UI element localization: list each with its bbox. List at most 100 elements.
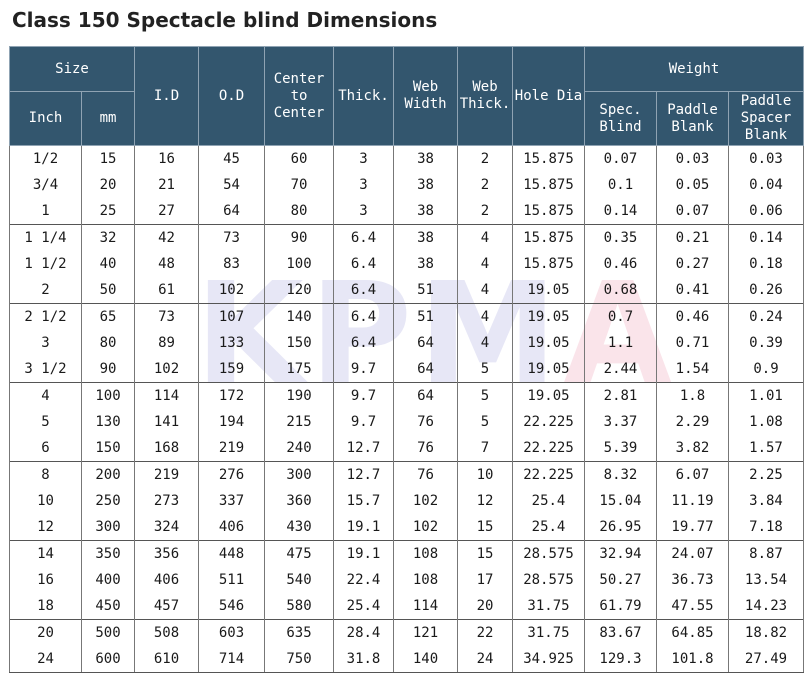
cell-web-width: 38: [393, 224, 458, 251]
table-row: 3 1/2 90 102 159 175 9.7 64 5 19.05 2.44 1.54 0.9: [9, 356, 804, 383]
cell-mm: 25: [81, 198, 135, 225]
cell-paddle-blank-weight: 1.8: [656, 382, 729, 409]
cell-od: 45: [198, 145, 265, 172]
cell-mm: 50: [81, 277, 135, 304]
cell-id: 21: [134, 172, 199, 198]
cell-web-width: 51: [393, 303, 458, 330]
cell-center-to-center: 430: [264, 514, 334, 541]
cell-mm: 500: [81, 619, 135, 646]
cell-web-width: 102: [393, 514, 458, 541]
cell-paddle-spacer-blank-weight: 0.18: [728, 251, 804, 277]
cell-mm: 300: [81, 514, 135, 541]
cell-mm: 450: [81, 593, 135, 620]
cell-center-to-center: 90: [264, 224, 334, 251]
cell-web-width: 64: [393, 356, 458, 383]
cell-center-to-center: 750: [264, 646, 334, 673]
cell-paddle-spacer-blank-weight: 27.49: [728, 646, 804, 673]
cell-id: 141: [134, 409, 199, 435]
cell-hole-dia: 31.75: [512, 619, 585, 646]
header-web-width: Web Width: [393, 46, 458, 146]
cell-spec-blind-weight: 8.32: [584, 461, 657, 488]
cell-thick: 28.4: [333, 619, 394, 646]
cell-paddle-blank-weight: 11.19: [656, 488, 729, 514]
cell-web-thick: 17: [457, 567, 513, 593]
cell-web-width: 64: [393, 382, 458, 409]
cell-paddle-spacer-blank-weight: 0.06: [728, 198, 804, 225]
cell-paddle-blank-weight: 0.27: [656, 251, 729, 277]
cell-od: 133: [198, 330, 265, 356]
cell-mm: 90: [81, 356, 135, 383]
cell-id: 406: [134, 567, 199, 593]
cell-id: 324: [134, 514, 199, 541]
cell-id: 89: [134, 330, 199, 356]
cell-web-thick: 5: [457, 409, 513, 435]
cell-mm: 600: [81, 646, 135, 673]
header-size: Size: [9, 46, 135, 92]
table-row: 12 300 324 406 430 19.1 102 15 25.4 26.95 19.77 7.1…: [9, 514, 804, 541]
cell-spec-blind-weight: 5.39: [584, 435, 657, 462]
cell-mm: 200: [81, 461, 135, 488]
cell-web-thick: 4: [457, 277, 513, 304]
cell-od: 83: [198, 251, 265, 277]
cell-thick: 6.4: [333, 224, 394, 251]
cell-od: 448: [198, 540, 265, 567]
header-paddle-spacer-blank: Paddle Spacer Blank: [728, 91, 804, 146]
cell-hole-dia: 28.575: [512, 567, 585, 593]
cell-center-to-center: 190: [264, 382, 334, 409]
cell-web-thick: 20: [457, 593, 513, 620]
cell-inch: 2 1/2: [9, 303, 82, 330]
cell-paddle-blank-weight: 0.46: [656, 303, 729, 330]
cell-id: 457: [134, 593, 199, 620]
cell-thick: 6.4: [333, 330, 394, 356]
cell-hole-dia: 25.4: [512, 514, 585, 541]
cell-paddle-spacer-blank-weight: 2.25: [728, 461, 804, 488]
cell-spec-blind-weight: 26.95: [584, 514, 657, 541]
cell-od: 73: [198, 224, 265, 251]
cell-paddle-spacer-blank-weight: 0.39: [728, 330, 804, 356]
cell-inch: 1 1/2: [9, 251, 82, 277]
cell-web-thick: 22: [457, 619, 513, 646]
cell-web-width: 38: [393, 251, 458, 277]
table-row: 5 130 141 194 215 9.7 76 5 22.225 3.37 2.29 1.08: [9, 409, 804, 435]
cell-inch: 3: [9, 330, 82, 356]
cell-inch: 5: [9, 409, 82, 435]
cell-web-width: 38: [393, 145, 458, 172]
table-row: 6 150 168 219 240 12.7 76 7 22.225 5.39 3.82 1.57: [9, 435, 804, 462]
cell-inch: 3/4: [9, 172, 82, 198]
cell-thick: 3: [333, 172, 394, 198]
cell-web-thick: 7: [457, 435, 513, 462]
cell-center-to-center: 240: [264, 435, 334, 462]
cell-inch: 1: [9, 198, 82, 225]
cell-paddle-spacer-blank-weight: 0.14: [728, 224, 804, 251]
header-inch: Inch: [9, 91, 82, 146]
cell-spec-blind-weight: 2.44: [584, 356, 657, 383]
cell-od: 172: [198, 382, 265, 409]
cell-center-to-center: 100: [264, 251, 334, 277]
table-body: 1/2 15 16 45 60 3 38 2 15.875 0.07 0.03 0.03 3/4 20 21…: [9, 145, 804, 673]
header-mm: mm: [81, 91, 135, 146]
cell-paddle-spacer-blank-weight: 13.54: [728, 567, 804, 593]
cell-od: 714: [198, 646, 265, 673]
cell-web-thick: 24: [457, 646, 513, 673]
cell-hole-dia: 15.875: [512, 251, 585, 277]
cell-web-thick: 2: [457, 172, 513, 198]
table-row: 4 100 114 172 190 9.7 64 5 19.05 2.81 1.8 1.01: [9, 382, 804, 409]
cell-hole-dia: 31.75: [512, 593, 585, 620]
cell-od: 219: [198, 435, 265, 462]
cell-web-width: 64: [393, 330, 458, 356]
header-web-thick: Web Thick.: [457, 46, 513, 146]
table-row: 1/2 15 16 45 60 3 38 2 15.875 0.07 0.03 0.03: [9, 145, 804, 172]
cell-spec-blind-weight: 0.46: [584, 251, 657, 277]
cell-hole-dia: 22.225: [512, 435, 585, 462]
cell-mm: 400: [81, 567, 135, 593]
cell-spec-blind-weight: 15.04: [584, 488, 657, 514]
cell-od: 337: [198, 488, 265, 514]
table-row: 2 50 61 102 120 6.4 51 4 19.05 0.68 0.41 0.26: [9, 277, 804, 304]
cell-web-thick: 5: [457, 382, 513, 409]
cell-spec-blind-weight: 0.1: [584, 172, 657, 198]
cell-thick: 12.7: [333, 435, 394, 462]
cell-web-thick: 10: [457, 461, 513, 488]
table-row: 8 200 219 276 300 12.7 76 10 22.225 8.32 6.07 2.25: [9, 461, 804, 488]
table-row: 18 450 457 546 580 25.4 114 20 31.75 61.79 47.55 14…: [9, 593, 804, 620]
cell-thick: 22.4: [333, 567, 394, 593]
